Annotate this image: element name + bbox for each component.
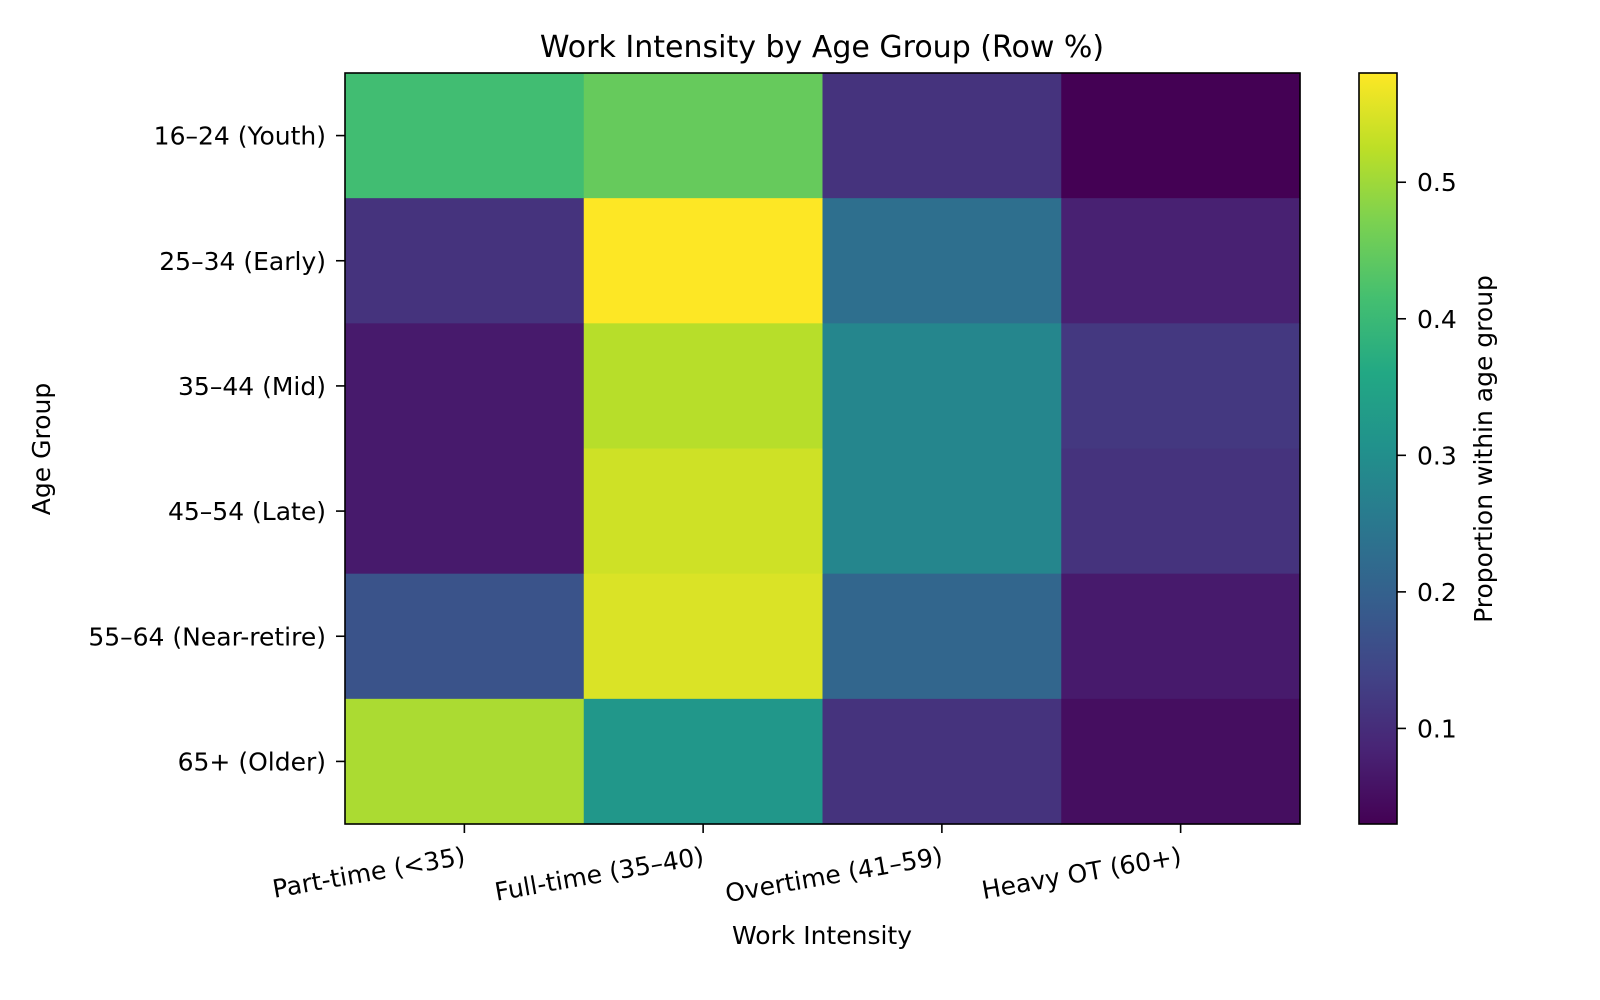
y-tick-label: 25–34 (Early)	[159, 247, 326, 276]
heatmap-cell	[583, 448, 824, 575]
heatmap-cell	[345, 323, 585, 450]
heatmap-cell	[345, 73, 585, 199]
colorbar: 0.1 0.2 0.3 0.4 0.5	[1358, 72, 1457, 825]
heatmap-cell	[583, 73, 824, 199]
heatmap-cell	[1061, 573, 1301, 700]
plot-frame	[344, 72, 1301, 825]
colorbar-tick-label: 0.4	[1417, 305, 1457, 334]
heatmap-cell	[1061, 323, 1301, 450]
chart-title: Work Intensity by Age Group (Row %)	[540, 30, 1104, 65]
x-axis-title: Work Intensity	[732, 921, 912, 950]
y-tick-label: 16–24 (Youth)	[154, 122, 326, 151]
heatmap-cell	[822, 323, 1062, 450]
y-axis: 16–24 (Youth) 25–34 (Early) 35–44 (Mid) 45–…	[88, 122, 345, 776]
heatmap-cells	[345, 73, 1301, 825]
heatmap-cell	[583, 323, 824, 450]
colorbar-tick-label: 0.2	[1417, 578, 1457, 607]
colorbar-tick-label: 0.5	[1417, 168, 1457, 197]
x-tick-label: Part-time (<35)	[270, 841, 467, 903]
heatmap-cell	[822, 73, 1062, 199]
colorbar-gradient	[1358, 72, 1398, 825]
y-tick-label: 65+ (Older)	[178, 747, 326, 776]
heatmap-cell	[345, 573, 585, 700]
colorbar-tick-label: 0.1	[1417, 714, 1457, 743]
colorbar-tick-label: 0.3	[1417, 441, 1457, 470]
y-tick-label: 55–64 (Near-retire)	[88, 622, 326, 651]
colorbar-title: Proportion within age group	[1469, 275, 1498, 623]
heatmap-cell	[1061, 73, 1301, 199]
heatmap-cell	[822, 573, 1062, 700]
heatmap-cell	[822, 198, 1062, 324]
heatmap-cell	[345, 698, 585, 825]
heatmap-cell	[583, 573, 824, 700]
x-tick-label: Overtime (41–59)	[723, 841, 945, 908]
x-tick-label: Full-time (35–40)	[493, 841, 707, 906]
heatmap-cell	[822, 698, 1062, 825]
heatmap-cell	[1061, 698, 1301, 825]
heatmap-cell	[345, 448, 585, 575]
heatmap-cell	[583, 198, 824, 324]
y-axis-title: Age Group	[27, 383, 56, 515]
y-tick-label: 35–44 (Mid)	[178, 372, 326, 401]
heatmap-cell	[345, 198, 585, 324]
heatmap-cell	[1061, 198, 1301, 324]
y-tick-label: 45–54 (Late)	[168, 497, 326, 526]
heatmap-cell	[822, 448, 1062, 575]
x-tick-label: Heavy OT (60+)	[979, 841, 1183, 905]
x-axis: Part-time (<35) Full-time (35–40) Overtime…	[270, 824, 1184, 908]
heatmap-cell	[1061, 448, 1301, 575]
heatmap-cell	[583, 698, 824, 825]
